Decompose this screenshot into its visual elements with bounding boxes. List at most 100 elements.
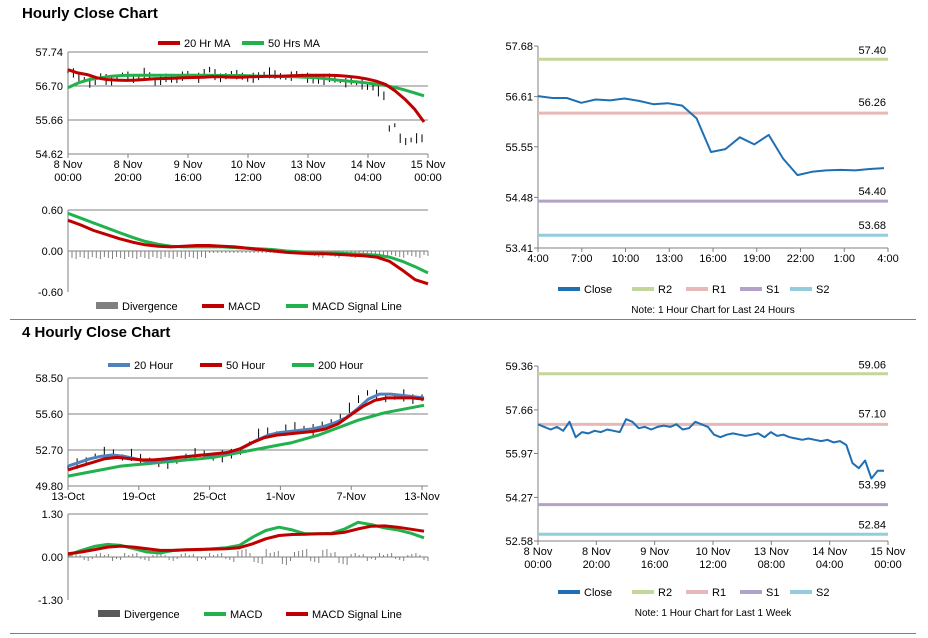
hourly-price-y-tick-label: 55.66 [35, 115, 63, 127]
hourly-24h-legend-s1-label: S1 [766, 284, 779, 296]
bottom-divider [10, 633, 916, 634]
four-hourly-price-y-tick-label: 52.70 [35, 445, 63, 457]
weekly-r2-value: 59.06 [858, 360, 886, 372]
weekly-r1-value: 57.10 [858, 408, 886, 420]
weekly-x-tick-label: 08:00 [758, 559, 786, 571]
four-hourly-price-x-tick-label: 1-Nov [266, 491, 296, 503]
weekly-s2-value: 52.84 [858, 519, 886, 531]
four-hourly-price-y-tick-label: 58.50 [35, 373, 63, 385]
hourly-24h-x-tick-label: 4:00 [527, 253, 548, 265]
four-hourly-ma20-line [67, 392, 425, 468]
four-hourly-price-x-tick-label: 13-Nov [404, 491, 440, 503]
legend-200-hour-label: 200 Hour [318, 360, 364, 372]
legend-divergence-swatch [96, 302, 118, 309]
weekly-x-tick-label: 8 Nov [524, 546, 553, 558]
hourly-24h-note: Note: 1 Hour Chart for Last 24 Hours [631, 305, 794, 316]
weekly-note: Note: 1 Hour Chart for Last 1 Week [635, 608, 793, 619]
hourly-macd-y-tick-label: -0.60 [38, 287, 63, 299]
hourly-price-x-tick-label: 20:00 [114, 172, 142, 184]
hourly-24h-x-tick-label: 22:00 [787, 253, 815, 265]
weekly-legend-s2-label: S2 [816, 587, 829, 599]
weekly-legend-s1-label: S1 [766, 587, 779, 599]
hourly-24h-legend-close-label: Close [584, 284, 612, 296]
weekly-x-tick-label: 12:00 [699, 559, 727, 571]
hourly-24h-r2-value: 57.40 [858, 45, 886, 57]
weekly-y-tick-label: 57.66 [505, 405, 533, 417]
weekly-x-tick-label: 04:00 [816, 559, 844, 571]
weekly-x-tick-label: 9 Nov [640, 546, 669, 558]
hourly-price-x-tick-label: 9 Nov [174, 159, 203, 171]
hourly-24h-y-tick-label: 57.68 [505, 41, 533, 53]
hourly-24h-r1-value: 56.26 [858, 97, 886, 109]
hourly-macd-y-tick-label: 0.00 [42, 246, 63, 258]
weekly-x-tick-label: 15 Nov [871, 546, 906, 558]
legend-50hrs-ma-label: 50 Hrs MA [268, 38, 321, 50]
hourly-signal-line [67, 211, 429, 275]
legend-50-hour-label: 50 Hour [226, 360, 265, 372]
four-hourly-price-x-tick-label: 7-Nov [337, 491, 367, 503]
hourly-price-x-tick-label: 8 Nov [54, 159, 83, 171]
legend-macd-4h-label: MACD [230, 609, 262, 621]
weekly-x-tick-label: 00:00 [524, 559, 552, 571]
hourly-price-x-tick-label: 8 Nov [114, 159, 143, 171]
hourly-24h-y-tick-label: 53.41 [505, 243, 533, 255]
four-hourly-ma200-line [67, 403, 425, 478]
hourly-24h-x-tick-label: 4:00 [877, 253, 898, 265]
legend-signal-4h-label: MACD Signal Line [312, 609, 402, 621]
hourly-24h-y-tick-label: 56.61 [505, 92, 533, 104]
weekly-legend-close-label: Close [584, 587, 612, 599]
hourly-24h-y-tick-label: 54.48 [505, 192, 533, 204]
hourly-24h-y-tick-label: 55.55 [505, 142, 533, 154]
hourly-24h-legend-r2-label: R2 [658, 284, 672, 296]
legend-divergence-4h-label: Divergence [124, 609, 180, 621]
four-hourly-price-y-tick-label: 55.60 [35, 409, 63, 421]
hourly-24h-s2-value: 53.68 [858, 220, 886, 232]
four-hourly-macd-y-tick-label: -1.30 [38, 595, 63, 607]
weekly-x-tick-label: 16:00 [641, 559, 669, 571]
hourly-price-x-tick-label: 08:00 [294, 172, 322, 184]
four-hourly-chart-title: 4 Hourly Close Chart [22, 324, 171, 341]
four-hourly-macd-y-tick-label: 0.00 [42, 552, 63, 564]
hourly-chart-title: Hourly Close Chart [22, 5, 158, 22]
legend-20hr-ma-label: 20 Hr MA [184, 38, 231, 50]
four-hourly-price-x-tick-label: 13-Oct [51, 491, 84, 503]
hourly-price-x-tick-label: 13 Nov [291, 159, 326, 171]
four-hourly-price-y-tick-label: 49.80 [35, 481, 63, 493]
legend-macd-label: MACD [228, 301, 260, 313]
four-hourly-signal-line [67, 524, 425, 556]
four-hourly-macd-y-tick-label: 1.30 [42, 509, 63, 521]
hourly-price-x-tick-label: 10 Nov [231, 159, 266, 171]
weekly-y-tick-label: 59.36 [505, 361, 533, 373]
four-hourly-ma50-line [67, 396, 425, 472]
hourly-24h-x-tick-label: 13:00 [655, 253, 683, 265]
hourly-price-x-tick-label: 14 Nov [351, 159, 386, 171]
hourly-24h-x-tick-label: 10:00 [612, 253, 640, 265]
section-divider [10, 319, 916, 320]
hourly-24h-legend-s2-label: S2 [816, 284, 829, 296]
hourly-price-x-tick-label: 00:00 [414, 172, 442, 184]
hourly-price-x-tick-label: 00:00 [54, 172, 82, 184]
hourly-price-y-tick-label: 54.62 [35, 149, 63, 161]
weekly-y-tick-label: 55.97 [505, 449, 533, 461]
weekly-close-line [537, 418, 884, 480]
weekly-x-tick-label: 8 Nov [582, 546, 611, 558]
weekly-legend-r2-label: R2 [658, 587, 672, 599]
hourly-price-x-tick-label: 12:00 [234, 172, 262, 184]
hourly-24h-legend-r1-label: R1 [712, 284, 726, 296]
hourly-price-x-tick-label: 04:00 [354, 172, 382, 184]
weekly-x-tick-label: 14 Nov [812, 546, 847, 558]
hourly-macd-y-tick-label: 0.60 [42, 205, 63, 217]
hourly-price-x-tick-label: 15 Nov [411, 159, 446, 171]
hourly-macd-line [67, 218, 429, 286]
hourly-price-y-tick-label: 57.74 [35, 47, 63, 59]
weekly-x-tick-label: 00:00 [874, 559, 902, 571]
hourly-24h-x-tick-label: 16:00 [699, 253, 727, 265]
hourly-24h-close-line [537, 95, 885, 177]
hourly-24h-s1-value: 54.40 [858, 186, 886, 198]
weekly-x-tick-label: 13 Nov [754, 546, 789, 558]
hourly-ma20-line [67, 68, 426, 123]
legend-divergence-label: Divergence [122, 301, 178, 313]
hourly-24h-x-tick-label: 1:00 [834, 253, 855, 265]
legend-signal-label: MACD Signal Line [312, 301, 402, 313]
